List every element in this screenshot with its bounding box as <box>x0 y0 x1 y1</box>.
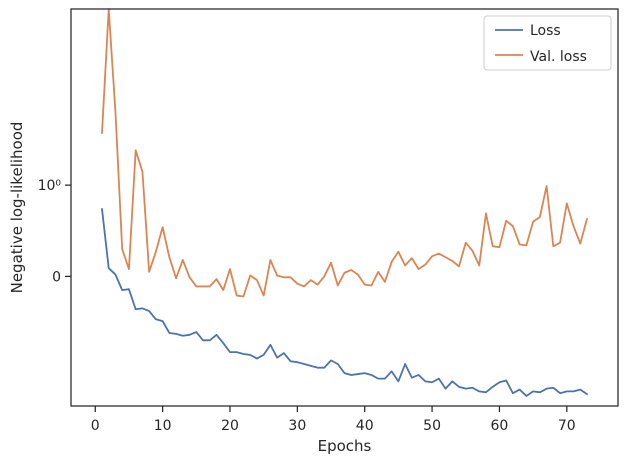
legend: Loss Val. loss <box>483 15 612 71</box>
x-axis: 0 10 20 30 40 50 60 70 <box>91 406 576 434</box>
y-axis: 0 10⁰ <box>38 178 71 285</box>
x-tick-label-70: 70 <box>558 418 576 434</box>
y-tick-label-1: 10⁰ <box>38 178 62 194</box>
series-line-val-loss <box>101 8 588 298</box>
plot-background <box>71 9 618 406</box>
series-layer <box>101 8 588 397</box>
legend-loss-label: Loss <box>530 23 561 39</box>
y-axis-label: Negative log-likelihood <box>8 122 26 294</box>
x-tick-label-10: 10 <box>154 418 172 434</box>
x-tick-label-60: 60 <box>491 418 509 434</box>
x-tick-label-50: 50 <box>423 418 441 434</box>
x-tick-label-0: 0 <box>91 418 100 434</box>
plot-frame <box>70 8 619 407</box>
x-tick-label-40: 40 <box>356 418 374 434</box>
legend-val-loss-label: Val. loss <box>530 49 587 65</box>
x-tick-label-30: 30 <box>288 418 306 434</box>
x-axis-label: Epochs <box>318 437 372 455</box>
x-tick-label-20: 20 <box>221 418 239 434</box>
series-line-loss <box>101 207 588 397</box>
y-tick-label-0: 0 <box>52 269 61 285</box>
